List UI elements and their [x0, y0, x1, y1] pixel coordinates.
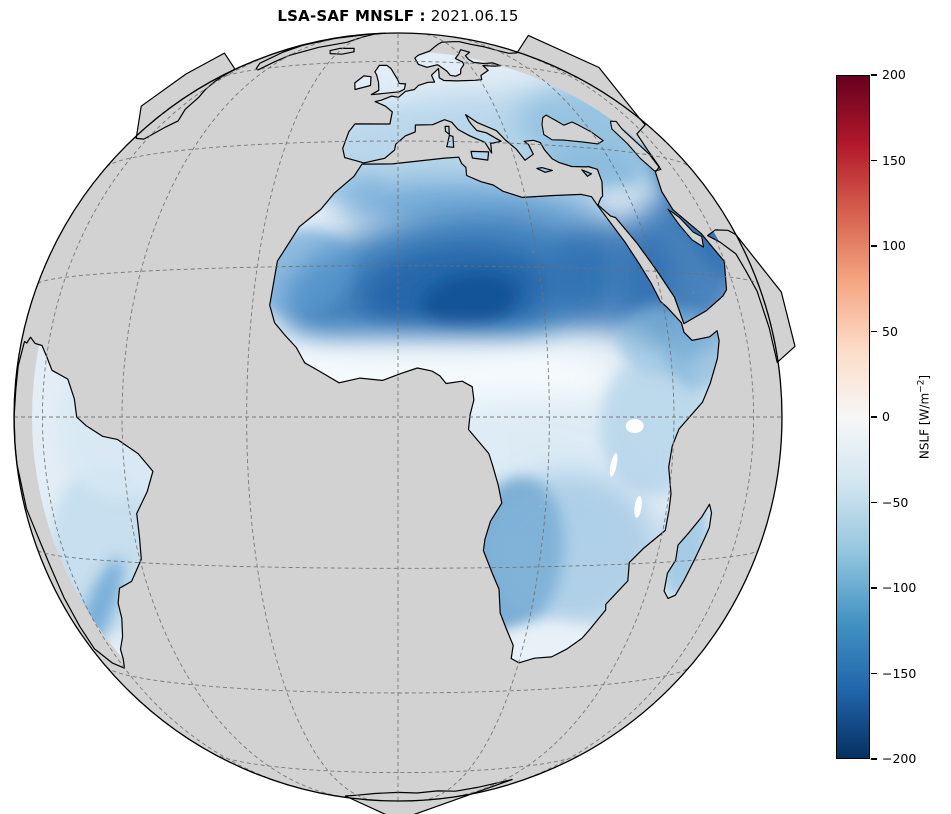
colorbar-tick-label: −100 [882, 580, 917, 596]
colorbar-gradient [836, 75, 870, 759]
lake-tanganyika [609, 453, 618, 477]
colorbar-tick-label: 50 [882, 323, 898, 339]
sea-caspian-sea [609, 120, 662, 172]
globe-outline [13, 32, 783, 802]
coastlines [13, 32, 796, 814]
colorbar-tick [871, 587, 877, 589]
colorbar-axis-label: NSLF [W/m−2] [917, 375, 932, 459]
sea-persian-gulf [667, 208, 705, 248]
colorbar-tick-label: 150 [882, 152, 906, 168]
colorbar-tick [871, 416, 877, 418]
colorbar-tick [871, 501, 877, 504]
colorbar-tick-label: 100 [882, 238, 906, 254]
land-antarctica [345, 779, 513, 814]
lakes [609, 419, 644, 518]
inland-seas [541, 114, 705, 248]
colorbar-tick [871, 245, 877, 247]
title-product: LSA-SAF MNSLF : [277, 7, 426, 25]
colorbar-tick [871, 330, 877, 333]
colorbar-tick [871, 74, 877, 76]
lake-malawi [634, 495, 642, 518]
globe-map [13, 32, 796, 814]
colorbar-ticks: 200 150 100 50 0 −50 −100 −150 −200 [871, 67, 941, 766]
colorbar-label-text: NSLF [W/m [917, 392, 932, 460]
page-title: LSA-SAF MNSLF : 2021.06.15 [0, 7, 796, 25]
colorbar-tick-label: 200 [882, 67, 906, 83]
colorbar-tick-label: −150 [882, 665, 917, 681]
land-canada [136, 53, 236, 140]
title-date: 2021.06.15 [425, 7, 519, 25]
sea-black-sea [541, 114, 604, 145]
colorbar-tick [871, 159, 877, 162]
colorbar-tick-label: 0 [882, 409, 890, 425]
land-india [707, 229, 795, 363]
colorbar-tick-label: −200 [882, 751, 917, 767]
colorbar-tick [871, 672, 877, 675]
colorbar-tick-label: −50 [882, 494, 909, 510]
lake-victoria [625, 419, 644, 434]
colorbar-label-exponent: −2 [916, 379, 927, 393]
colorbar-tick [871, 758, 877, 760]
colorbar-label-bracket: ] [917, 374, 932, 380]
